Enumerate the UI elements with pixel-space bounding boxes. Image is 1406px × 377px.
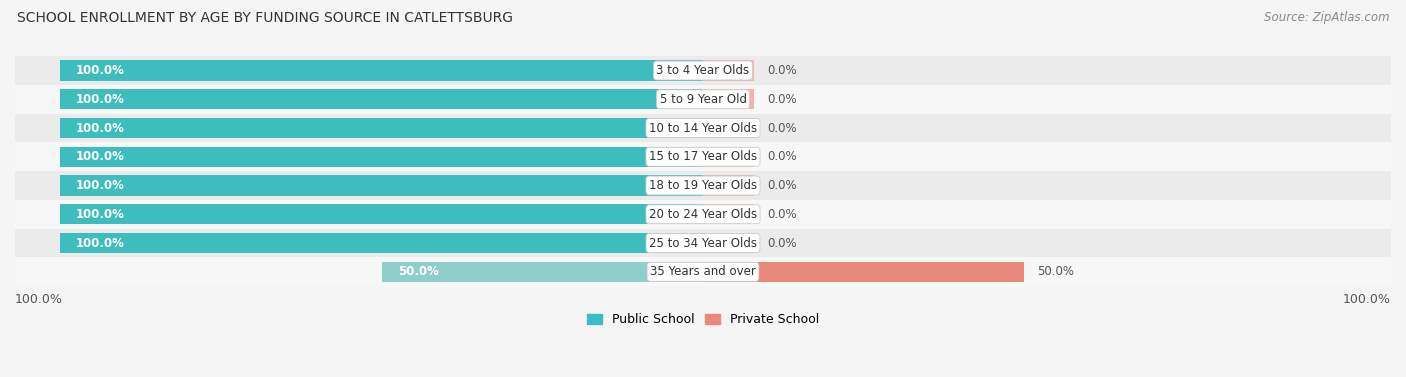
Bar bbox=[0, 113, 1406, 143]
Bar bbox=[60, 204, 703, 224]
Text: 15 to 17 Year Olds: 15 to 17 Year Olds bbox=[650, 150, 756, 163]
Legend: Public School, Private School: Public School, Private School bbox=[582, 308, 824, 331]
Text: SCHOOL ENROLLMENT BY AGE BY FUNDING SOURCE IN CATLETTSBURG: SCHOOL ENROLLMENT BY AGE BY FUNDING SOUR… bbox=[17, 11, 513, 25]
Text: 100.0%: 100.0% bbox=[15, 293, 63, 307]
Text: 100.0%: 100.0% bbox=[1343, 293, 1391, 307]
Text: 100.0%: 100.0% bbox=[76, 150, 125, 163]
Text: Source: ZipAtlas.com: Source: ZipAtlas.com bbox=[1264, 11, 1389, 24]
Bar bbox=[60, 118, 703, 138]
Text: 100.0%: 100.0% bbox=[76, 179, 125, 192]
Bar bbox=[703, 89, 755, 109]
Text: 18 to 19 Year Olds: 18 to 19 Year Olds bbox=[650, 179, 756, 192]
Text: 0.0%: 0.0% bbox=[768, 121, 797, 135]
Text: 0.0%: 0.0% bbox=[768, 208, 797, 221]
Bar bbox=[0, 200, 1406, 229]
Bar bbox=[0, 143, 1406, 171]
Bar bbox=[60, 233, 703, 253]
Bar bbox=[0, 85, 1406, 113]
Text: 0.0%: 0.0% bbox=[768, 179, 797, 192]
Bar bbox=[0, 257, 1406, 286]
Text: 100.0%: 100.0% bbox=[76, 121, 125, 135]
Text: 50.0%: 50.0% bbox=[1038, 265, 1074, 278]
Bar bbox=[381, 262, 703, 282]
Text: 20 to 24 Year Olds: 20 to 24 Year Olds bbox=[650, 208, 756, 221]
Text: 35 Years and over: 35 Years and over bbox=[650, 265, 756, 278]
Bar bbox=[703, 118, 755, 138]
Text: 10 to 14 Year Olds: 10 to 14 Year Olds bbox=[650, 121, 756, 135]
Bar bbox=[60, 175, 703, 196]
Text: 100.0%: 100.0% bbox=[76, 64, 125, 77]
Bar bbox=[703, 262, 1025, 282]
Text: 100.0%: 100.0% bbox=[76, 236, 125, 250]
Bar bbox=[0, 229, 1406, 257]
Bar bbox=[0, 56, 1406, 85]
Bar bbox=[0, 171, 1406, 200]
Text: 50.0%: 50.0% bbox=[398, 265, 439, 278]
Bar bbox=[60, 147, 703, 167]
Text: 3 to 4 Year Olds: 3 to 4 Year Olds bbox=[657, 64, 749, 77]
Bar bbox=[703, 147, 755, 167]
Text: 0.0%: 0.0% bbox=[768, 150, 797, 163]
Text: 0.0%: 0.0% bbox=[768, 236, 797, 250]
Bar bbox=[703, 60, 755, 81]
Text: 0.0%: 0.0% bbox=[768, 64, 797, 77]
Bar bbox=[60, 89, 703, 109]
Bar bbox=[60, 60, 703, 81]
Text: 5 to 9 Year Old: 5 to 9 Year Old bbox=[659, 93, 747, 106]
Bar bbox=[703, 204, 755, 224]
Text: 25 to 34 Year Olds: 25 to 34 Year Olds bbox=[650, 236, 756, 250]
Text: 100.0%: 100.0% bbox=[76, 93, 125, 106]
Text: 0.0%: 0.0% bbox=[768, 93, 797, 106]
Text: 100.0%: 100.0% bbox=[76, 208, 125, 221]
Bar bbox=[703, 233, 755, 253]
Bar bbox=[703, 175, 755, 196]
